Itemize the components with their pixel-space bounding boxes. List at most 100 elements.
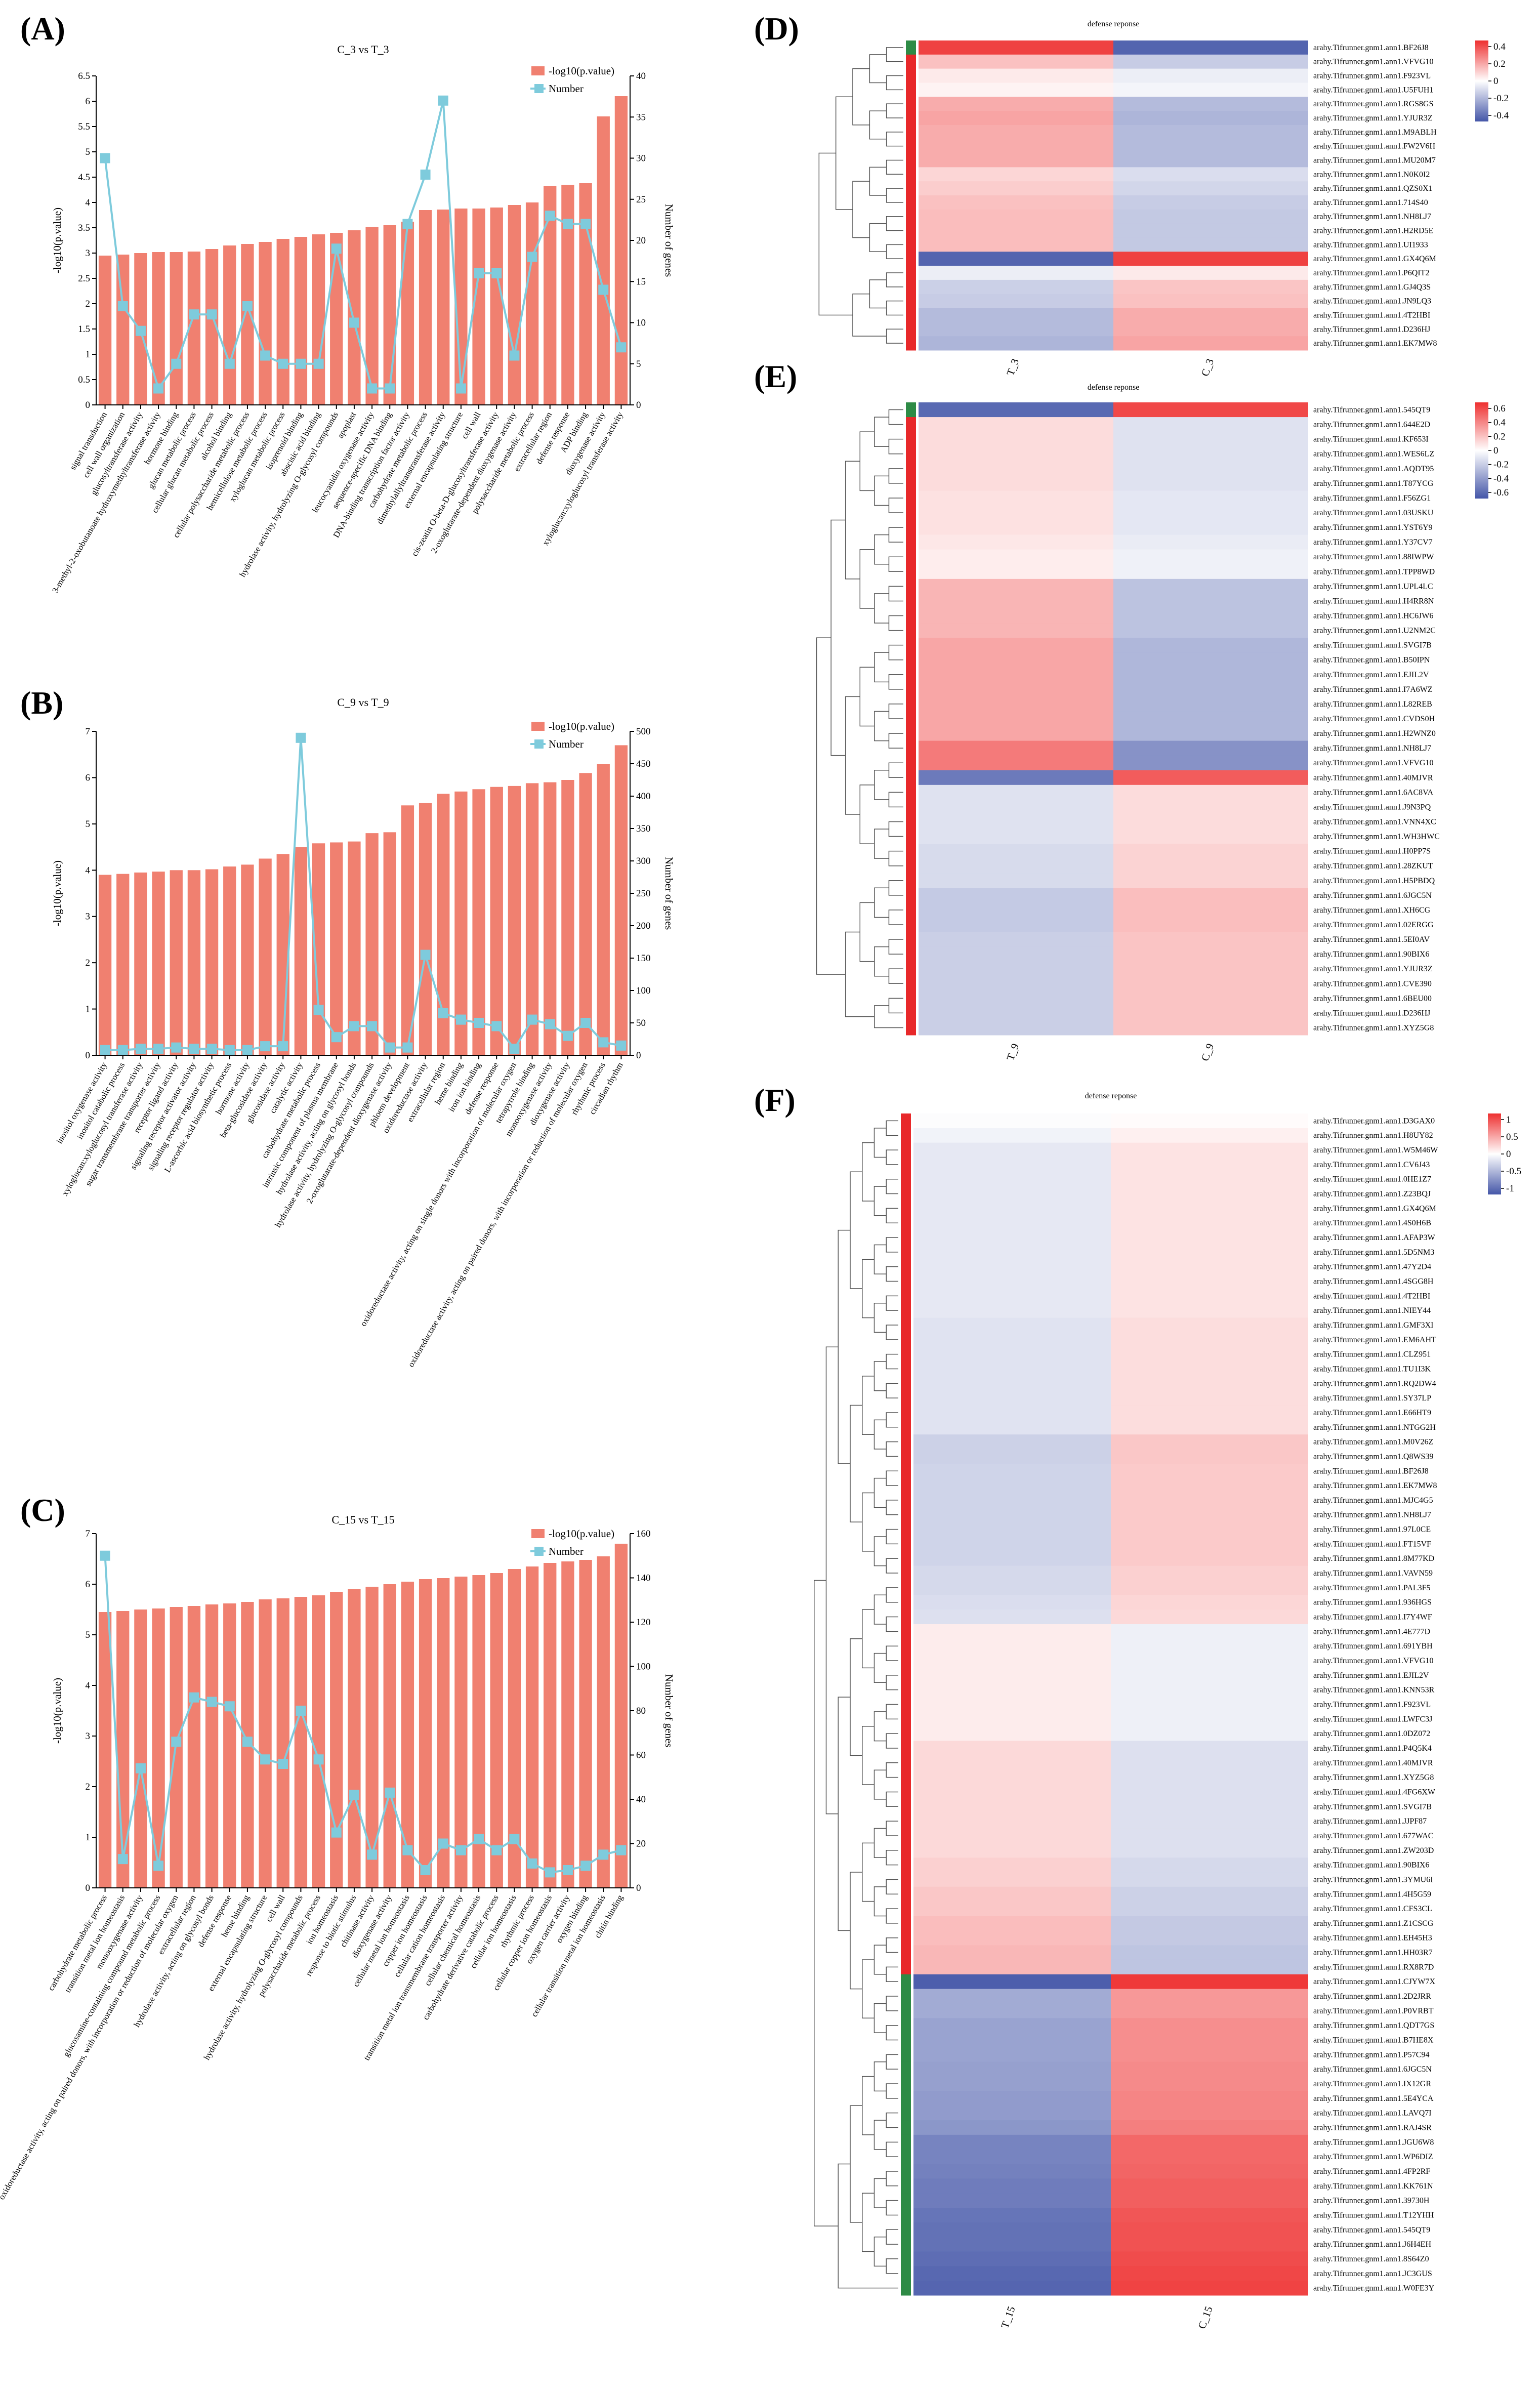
bar (187, 870, 201, 1055)
colorscale-tick-label: -0.5 (1506, 1166, 1521, 1177)
heatmap-cell (919, 579, 1113, 594)
gene-label: arahy.Tifrunner.gnm1.ann1.GMF3XI (1313, 1321, 1433, 1330)
heatmap-cell (1111, 1843, 1308, 1858)
heatmap-cell (913, 1872, 1111, 1887)
heatmap-cell (913, 2061, 1111, 2077)
gene-label: arahy.Tifrunner.gnm1.ann1.EJIL2V (1313, 1671, 1429, 1680)
number-point (224, 358, 235, 369)
legend-label-pvalue: -log10(p.value) (549, 65, 614, 77)
gene-label: arahy.Tifrunner.gnm1.ann1.CVE390 (1313, 979, 1432, 988)
heatmap-cell (913, 2134, 1111, 2150)
gene-label: arahy.Tifrunner.gnm1.ann1.CJYW7X (1313, 1977, 1435, 1986)
heatmap-cell (913, 1945, 1111, 1960)
group-bar-cell (901, 1799, 911, 1814)
heatmap-cell (919, 755, 1113, 771)
dendrogram-branch (874, 829, 889, 859)
bar (348, 841, 361, 1055)
y2-tick-label: 100 (636, 1662, 651, 1672)
gene-label: arahy.Tifrunner.gnm1.ann1.YJUR3Z (1313, 965, 1433, 973)
dendrogram-branch (862, 1959, 875, 2019)
heatmap-cell (913, 2164, 1111, 2179)
legend-label-number: Number (549, 738, 584, 750)
y2-tick-label: 40 (636, 71, 646, 81)
number-point (224, 1701, 235, 1712)
group-bar-cell (906, 209, 916, 224)
group-bar-cell (901, 2033, 911, 2048)
y-tick-label: 2 (86, 1782, 91, 1792)
gene-label: arahy.Tifrunner.gnm1.ann1.4S0H6B (1313, 1219, 1431, 1227)
heatmap-cell (919, 976, 1113, 992)
dendrogram-branch (886, 2025, 898, 2041)
dendrogram-branch (886, 1791, 898, 1807)
dendrogram-branch (886, 1762, 898, 1778)
gene-label: arahy.Tifrunner.gnm1.ann1.D3GAX0 (1313, 1117, 1435, 1125)
heatmap-cell (1111, 2222, 1308, 2238)
heatmap-cell (1113, 740, 1308, 756)
heatmap-cell (1113, 976, 1308, 992)
dendrogram-branch (850, 2105, 862, 2223)
heatmap-cell (1111, 1478, 1308, 1494)
heatmap-cell (1111, 1361, 1308, 1377)
heatmap-cell (1113, 902, 1308, 918)
heatmap-cell (919, 308, 1113, 322)
heatmap-cell (919, 623, 1113, 638)
number-point (260, 1041, 271, 1052)
dendrogram-branch (873, 1361, 887, 1391)
y2-tick-label: 160 (636, 1529, 651, 1539)
dendrogram-branch (873, 1886, 887, 1917)
bar (276, 239, 289, 405)
number-point (402, 1845, 413, 1855)
y-tick-label: 1 (86, 1832, 91, 1843)
dendrogram-branch (845, 461, 860, 580)
group-bar-cell (901, 1172, 911, 1187)
heatmap-cell (1111, 1536, 1308, 1552)
bar (401, 1582, 414, 1888)
dendrogram-branch (886, 75, 903, 91)
legend-swatch-bar (531, 66, 545, 75)
legend-label-pvalue: -log10(p.value) (549, 1528, 614, 1540)
colorscale-tick-label: -0.6 (1493, 487, 1509, 498)
heatmap-cell (1113, 167, 1308, 182)
group-bar-cell (906, 195, 916, 210)
heatmap-cell (913, 1886, 1111, 1902)
dendrogram-branch (862, 1609, 875, 1669)
panel-label: (A) (20, 11, 65, 47)
heatmap-cell (913, 1989, 1111, 2004)
heatmap-title: defense reponse (1088, 383, 1140, 392)
number-point (189, 309, 199, 320)
group-bar-cell (901, 1522, 911, 1537)
group-bar-cell (906, 1005, 916, 1021)
group-bar-cell (906, 40, 916, 55)
group-bar-cell (901, 1755, 911, 1770)
heatmap-cell (1111, 1726, 1308, 1742)
group-bar-cell (901, 1551, 911, 1566)
gene-label: arahy.Tifrunner.gnm1.ann1.MU20M7 (1313, 156, 1436, 164)
bar (525, 202, 539, 405)
heatmap-cell (919, 476, 1113, 491)
group-bar-cell (901, 2003, 911, 2018)
heatmap-cell (1111, 2149, 1308, 2165)
group-bar-cell (906, 873, 916, 888)
heatmap-cell (1111, 2251, 1308, 2266)
colorscale-tick-label: 0.4 (1493, 418, 1506, 428)
bar (330, 233, 343, 405)
heatmap-cell (1111, 1872, 1308, 1887)
bar-chart-panel-c: (C) C_15 vs T_15 0 1 2 3 4 5 6 7 0 20 40 60 80 100 120 14… (0, 1492, 675, 2201)
dendrogram-branch (838, 1229, 850, 1464)
dendrogram-branch (818, 152, 853, 316)
heatmap-cell (919, 961, 1113, 977)
dendrogram-branch (859, 431, 875, 491)
gene-label: arahy.Tifrunner.gnm1.ann1.UPL4LC (1313, 582, 1433, 591)
heatmap-cell (1113, 593, 1308, 609)
dendrogram-branch (888, 792, 903, 808)
dendrogram-branch (886, 2083, 898, 2099)
y-tick-label: 2 (86, 299, 91, 309)
number-point (349, 1021, 359, 1031)
number-point (135, 325, 146, 336)
dendrogram-branch (888, 438, 903, 455)
dendrogram-branch (886, 1645, 898, 1661)
group-bar-cell (901, 1376, 911, 1391)
y2-tick-label: 25 (636, 194, 646, 205)
number-point (420, 950, 431, 960)
gene-label: arahy.Tifrunner.gnm1.ann1.6JGC5N (1313, 2065, 1432, 2074)
